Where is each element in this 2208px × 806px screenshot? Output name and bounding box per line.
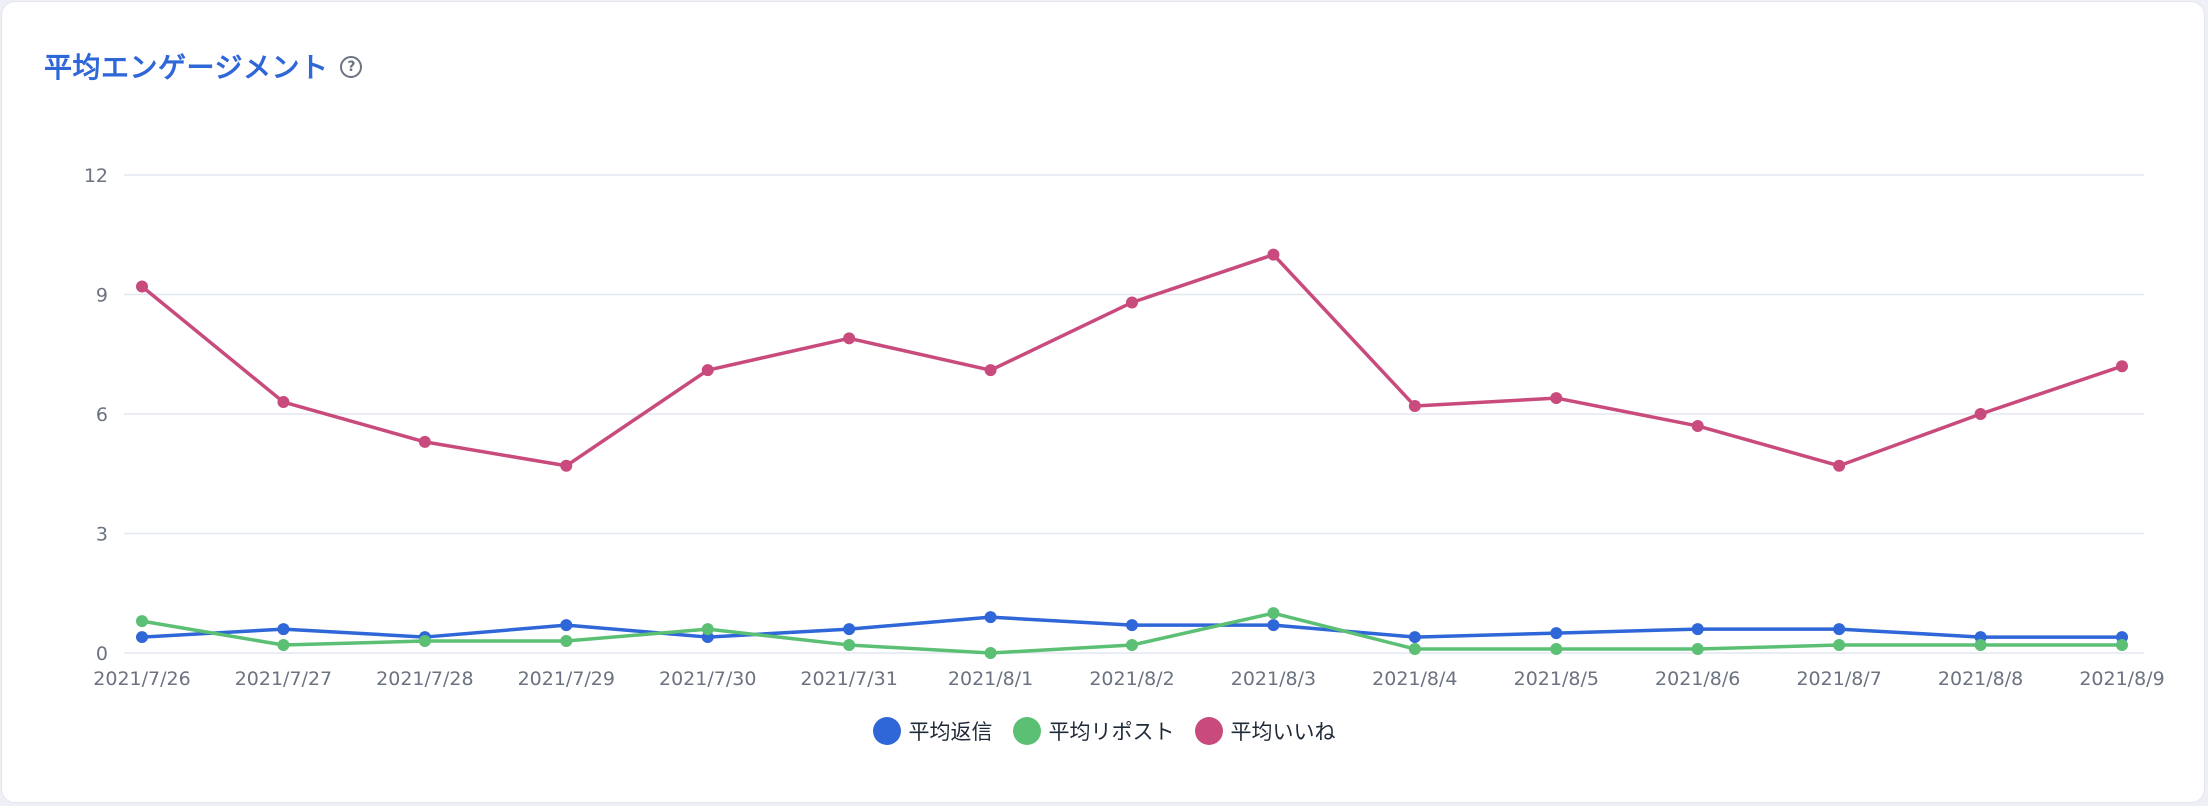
- data-point[interactable]: [1408, 400, 1421, 413]
- data-point[interactable]: [136, 615, 148, 628]
- data-point[interactable]: [560, 459, 573, 472]
- grid: [124, 174, 2144, 654]
- data-point[interactable]: [1267, 248, 1280, 261]
- y-tick-label: 0: [96, 643, 108, 665]
- x-tick-label: 2021/8/6: [1655, 668, 1740, 690]
- header: 平均エンゲージメント ?: [44, 46, 363, 86]
- data-point[interactable]: [277, 639, 290, 652]
- data-point[interactable]: [2116, 639, 2128, 652]
- data-point[interactable]: [1267, 607, 1280, 620]
- data-point[interactable]: [1126, 639, 1138, 652]
- data-point[interactable]: [277, 623, 290, 636]
- data-point[interactable]: [1974, 408, 1987, 420]
- data-point[interactable]: [984, 647, 997, 659]
- x-tick-label: 2021/7/30: [659, 668, 756, 690]
- y-tick-label: 9: [96, 285, 108, 307]
- legend-item[interactable]: 平均いいね: [1194, 716, 1336, 746]
- data-point[interactable]: [277, 396, 290, 409]
- legend-swatch: [872, 717, 901, 745]
- x-tick-label: 2021/7/27: [235, 668, 332, 690]
- data-point[interactable]: [2116, 360, 2128, 373]
- chart-title: 平均エンゲージメント: [44, 51, 329, 84]
- legend-label: 平均いいね: [1230, 720, 1336, 744]
- data-point[interactable]: [1833, 639, 1846, 652]
- data-point[interactable]: [1126, 619, 1138, 632]
- legend: 平均返信 平均リポスト 平均いいね: [2, 716, 2206, 746]
- x-tick-label: 2021/8/8: [1938, 668, 2023, 690]
- data-point[interactable]: [560, 619, 573, 632]
- y-tick-label: 12: [84, 165, 108, 187]
- series-lines: [140, 252, 2124, 655]
- data-point[interactable]: [984, 611, 997, 624]
- data-point[interactable]: [1833, 623, 1846, 636]
- legend-label: 平均返信: [908, 720, 993, 744]
- x-tick-label: 2021/8/2: [1089, 668, 1174, 690]
- question-circle-icon[interactable]: ?: [340, 56, 363, 78]
- data-point[interactable]: [843, 639, 856, 652]
- legend-item[interactable]: 平均返信: [872, 716, 993, 746]
- x-tick-label: 2021/8/3: [1231, 668, 1316, 690]
- data-point[interactable]: [701, 623, 714, 636]
- data-point[interactable]: [418, 635, 431, 648]
- data-point[interactable]: [1691, 643, 1704, 656]
- data-point[interactable]: [1550, 643, 1563, 656]
- x-tick-label: 2021/7/26: [93, 668, 190, 690]
- data-point[interactable]: [1408, 631, 1421, 644]
- x-tick-label: 2021/8/1: [948, 668, 1033, 690]
- data-point[interactable]: [843, 332, 856, 345]
- data-point[interactable]: [1691, 623, 1704, 636]
- data-point[interactable]: [1550, 627, 1563, 640]
- data-point[interactable]: [843, 623, 856, 636]
- series-line: [140, 252, 2124, 468]
- x-tick-label: 2021/8/4: [1372, 668, 1457, 690]
- x-tick-label: 2021/8/9: [2079, 668, 2164, 690]
- data-point[interactable]: [1691, 419, 1704, 432]
- data-point[interactable]: [1267, 619, 1280, 632]
- legend-swatch: [1194, 717, 1223, 745]
- data-point[interactable]: [984, 364, 997, 377]
- y-tick-label: 6: [96, 404, 108, 426]
- series-points: [136, 248, 2128, 659]
- data-point[interactable]: [560, 635, 573, 648]
- x-tick-label: 2021/8/7: [1796, 668, 1881, 690]
- data-point[interactable]: [701, 364, 714, 377]
- y-tick-label: 3: [96, 524, 108, 546]
- x-tick-label: 2021/7/28: [376, 668, 473, 690]
- data-point[interactable]: [418, 435, 431, 448]
- data-point[interactable]: [136, 631, 148, 644]
- legend-item[interactable]: 平均リポスト: [1012, 716, 1175, 746]
- y-axis: 0 3 6 9 12: [84, 165, 108, 665]
- x-tick-label: 2021/7/31: [800, 668, 897, 690]
- legend-swatch: [1012, 717, 1041, 745]
- x-tick-label: 2021/8/5: [1514, 668, 1599, 690]
- x-tick-label: 2021/7/29: [518, 668, 615, 690]
- data-point[interactable]: [136, 280, 148, 293]
- data-point[interactable]: [1550, 392, 1563, 405]
- data-point[interactable]: [1833, 459, 1846, 472]
- data-point[interactable]: [1408, 643, 1421, 656]
- data-point[interactable]: [1974, 639, 1987, 652]
- x-axis: 2021/7/26 2021/7/27 2021/7/28 2021/7/29 2021…: [93, 668, 2164, 690]
- legend-label: 平均リポスト: [1048, 720, 1175, 744]
- data-point[interactable]: [1126, 296, 1138, 309]
